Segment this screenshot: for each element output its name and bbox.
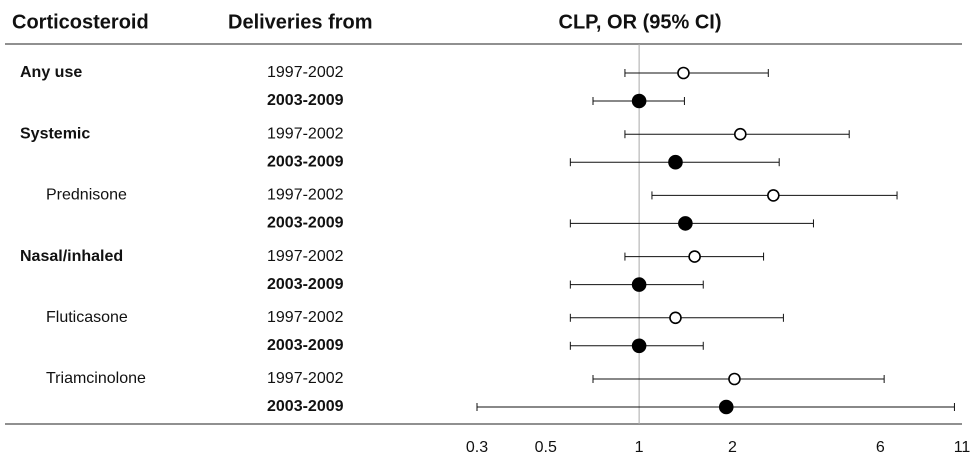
period-label: 2003-2009 (267, 153, 344, 170)
point-estimate (733, 127, 747, 141)
category-label: Prednisone (46, 187, 127, 204)
point-estimate (631, 338, 647, 354)
column-header: CLP, OR (95% CI) (559, 11, 722, 33)
x-tick-label: 1 (635, 439, 644, 456)
point-estimate (767, 189, 780, 202)
x-tick-label: 2 (728, 439, 737, 456)
point-estimate (631, 93, 647, 109)
x-tick-label: 0.3 (466, 439, 488, 456)
period-label: 2003-2009 (267, 215, 344, 232)
category-label: Nasal/inhaled (20, 248, 123, 265)
period-label: 1997-2002 (267, 187, 344, 204)
point-estimate (669, 311, 682, 325)
x-tick-label: 0.5 (535, 439, 557, 456)
point-estimate (668, 154, 683, 170)
point-estimate (728, 372, 741, 386)
period-label: 1997-2002 (267, 125, 344, 142)
category-label: Triamcinolone (46, 370, 146, 387)
period-label: 1997-2002 (267, 64, 344, 81)
period-label: 1997-2002 (267, 248, 344, 265)
column-header: Corticosteroid (12, 11, 149, 33)
period-label: 2003-2009 (267, 398, 344, 415)
category-label: Any use (20, 64, 82, 81)
point-estimate (678, 216, 693, 231)
period-label: 2003-2009 (267, 337, 344, 354)
point-estimate (631, 277, 647, 292)
column-header: Deliveries from (228, 11, 373, 33)
category-label: Fluticasone (46, 309, 128, 326)
period-label: 2003-2009 (267, 92, 344, 109)
point-estimate (688, 250, 701, 263)
period-label: 1997-2002 (267, 309, 344, 326)
category-label: Systemic (20, 125, 90, 142)
period-label: 1997-2002 (267, 370, 344, 387)
point-estimate (718, 399, 734, 415)
x-tick-label: 6 (876, 439, 885, 456)
period-label: 2003-2009 (267, 276, 344, 293)
point-estimate (677, 66, 690, 80)
x-tick-label: 11 (954, 439, 971, 456)
